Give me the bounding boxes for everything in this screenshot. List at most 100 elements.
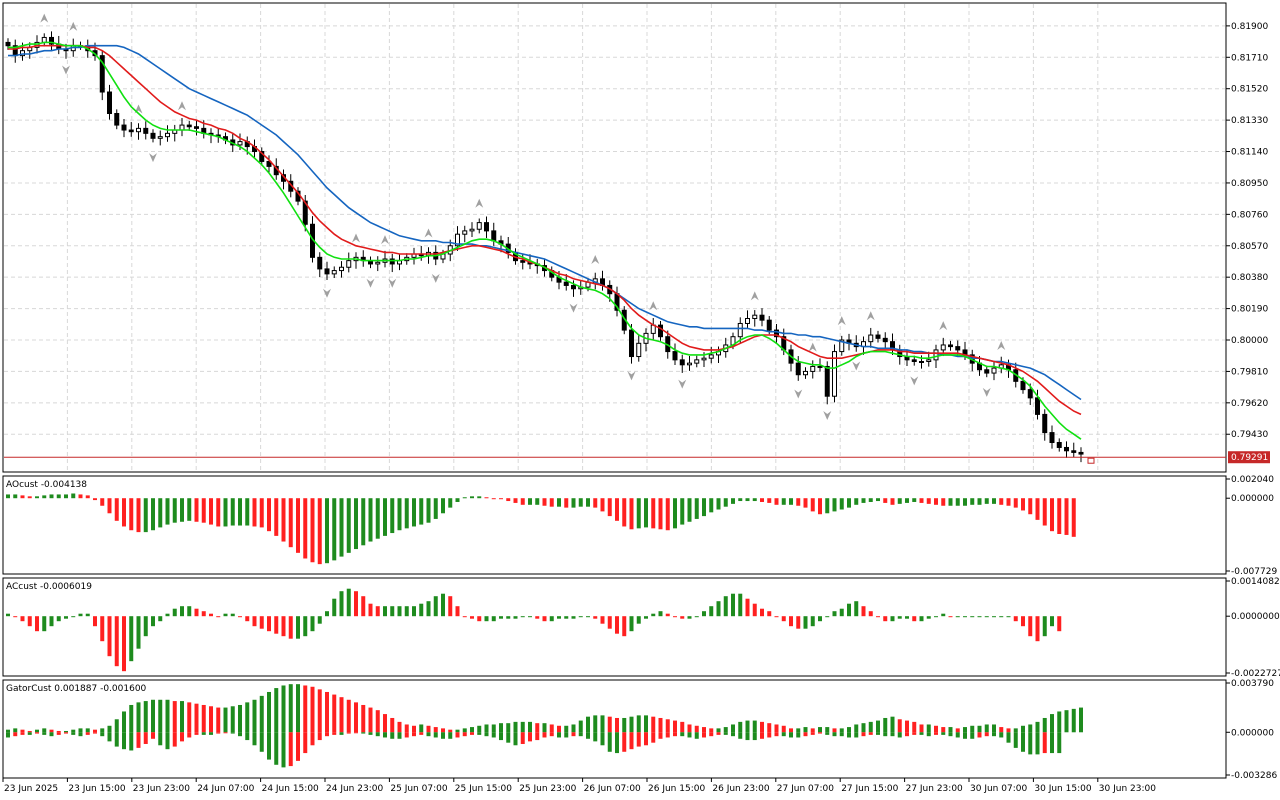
candle-bear[interactable] <box>679 359 685 366</box>
candle-bear[interactable] <box>1064 446 1069 452</box>
candle-bull[interactable] <box>636 342 642 358</box>
candle-bear[interactable] <box>795 362 801 376</box>
candle-bear[interactable] <box>658 324 663 338</box>
candle-bear[interactable] <box>107 91 112 115</box>
candle-bull[interactable] <box>687 362 692 366</box>
ac-histogram-bar <box>346 588 351 617</box>
gator-upper-bar <box>78 728 83 733</box>
candle-bull[interactable] <box>469 228 475 232</box>
gator-upper-bar <box>796 728 801 733</box>
ac-indicator-pane[interactable]: 0.0014082 0.0000000 -0.0022727 ACcust -0.00… <box>2 577 1280 679</box>
fractal-up-marker <box>352 233 360 243</box>
candle-bear[interactable] <box>143 127 149 134</box>
candle-bull[interactable] <box>476 222 482 230</box>
candle-bull[interactable] <box>803 370 808 376</box>
candle-bear[interactable] <box>5 41 11 47</box>
gator-upper-bar <box>491 724 496 733</box>
candle-bull[interactable] <box>752 314 758 320</box>
gator-indicator-pane[interactable]: 0.003790 0.000000 -0.003286 GatorCust 0.001… <box>2 679 1277 781</box>
candle-bull[interactable] <box>462 230 468 235</box>
candle-bull[interactable] <box>817 365 823 368</box>
candle-bear[interactable] <box>491 230 497 242</box>
candle-bear[interactable] <box>49 36 54 45</box>
candle-bear[interactable] <box>571 284 576 290</box>
candle-bear[interactable] <box>266 160 272 167</box>
candle-bear[interactable] <box>194 126 199 129</box>
candle-bull[interactable] <box>810 365 816 372</box>
candle-bear[interactable] <box>774 329 779 338</box>
candle-bull[interactable] <box>926 359 932 362</box>
candle-bull[interactable] <box>157 136 163 139</box>
candle-bear[interactable] <box>150 132 156 139</box>
candle-bull[interactable] <box>165 132 170 138</box>
time-axis-label: 25 Jun 15:00 <box>455 784 512 794</box>
candle-bear[interactable] <box>955 346 961 351</box>
candle-bear[interactable] <box>629 329 634 358</box>
candle-bull[interactable] <box>701 357 707 361</box>
candle-bull[interactable] <box>237 141 243 146</box>
candle-bear[interactable] <box>186 124 192 128</box>
ao-histogram-bar <box>455 498 460 502</box>
candle-bear[interactable] <box>128 129 134 133</box>
gator-lower-bar <box>839 732 844 737</box>
candle-bull[interactable] <box>20 50 25 57</box>
candle-bull[interactable] <box>868 334 874 343</box>
candle-bear[interactable] <box>114 113 120 126</box>
candle-bear[interactable] <box>99 55 105 93</box>
ac-histogram-bar <box>56 616 61 622</box>
main-price-pane[interactable]: 0.81900 0.81710 0.81520 0.81330 0.81140 0.809… <box>2 2 1270 473</box>
candle-bear[interactable] <box>389 258 395 265</box>
candle-bear[interactable] <box>1056 442 1062 448</box>
candle-bear[interactable] <box>824 365 830 397</box>
candle-bull[interactable] <box>737 322 743 338</box>
candle-bear[interactable] <box>911 359 917 362</box>
candle-bear[interactable] <box>672 351 678 361</box>
gator-lower-bar <box>905 732 909 737</box>
candle-bull[interactable] <box>375 261 381 265</box>
candle-bear[interactable] <box>1078 451 1084 455</box>
candle-bull[interactable] <box>339 266 344 272</box>
candle-bear[interactable] <box>563 281 569 286</box>
candle-bull[interactable] <box>331 270 337 275</box>
candle-bull[interactable] <box>136 127 141 133</box>
candle-bull[interactable] <box>708 354 714 359</box>
candle-bear[interactable] <box>882 337 888 343</box>
candle-bear[interactable] <box>1035 397 1040 415</box>
candle-bear[interactable] <box>520 260 526 263</box>
candle-bear[interactable] <box>984 369 990 374</box>
candle-bear[interactable] <box>948 344 953 348</box>
ac-histogram-bar <box>27 616 32 627</box>
candle-bull[interactable] <box>346 260 352 268</box>
candle-bear[interactable] <box>1042 413 1048 434</box>
candle-bear[interactable] <box>1049 432 1055 444</box>
gator-lower-bar <box>56 732 61 735</box>
candle-bear[interactable] <box>259 151 265 162</box>
candle-bear[interactable] <box>766 319 772 331</box>
candle-bull[interactable] <box>933 349 939 361</box>
gator-lower-bar <box>948 732 953 737</box>
candle-bull[interactable] <box>832 351 837 397</box>
candle-bear[interactable] <box>324 268 330 275</box>
candle-bull[interactable] <box>745 318 750 324</box>
candle-bull[interactable] <box>839 339 845 353</box>
candle-bear[interactable] <box>1071 450 1077 453</box>
ac-histogram-bar <box>361 596 366 617</box>
ao-histogram-bar <box>825 498 830 514</box>
candle-bear[interactable] <box>875 334 881 339</box>
candle-bear[interactable] <box>302 200 308 225</box>
ao-indicator-pane[interactable]: 0.002040 0.000000 -0.007729 AOcust -0.00413… <box>2 475 1277 577</box>
gator-lower-bar <box>412 732 416 737</box>
candle-bear[interactable] <box>484 222 489 232</box>
candle-bear[interactable] <box>121 124 127 131</box>
candle-bull[interactable] <box>919 360 924 363</box>
gator-upper-bar <box>687 724 692 733</box>
candle-bear[interactable] <box>317 256 323 270</box>
candle-bull[interactable] <box>991 367 997 374</box>
candle-bear[interactable] <box>1020 380 1026 391</box>
candle-bull[interactable] <box>940 344 946 351</box>
candle-bull[interactable] <box>455 233 460 247</box>
candle-bear[interactable] <box>759 314 765 321</box>
candle-bull[interactable] <box>694 359 700 364</box>
candle-bear[interactable] <box>1027 389 1033 399</box>
